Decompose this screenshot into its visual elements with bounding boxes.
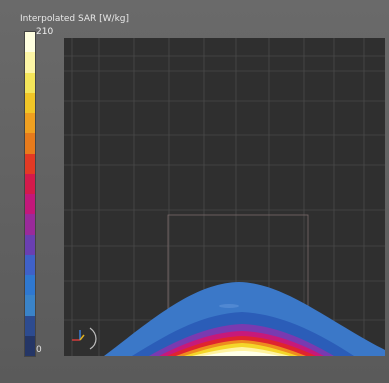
colorbar-step-7 (25, 173, 35, 194)
sar-field-plot (64, 38, 385, 356)
scale-min-label: 0 (36, 345, 42, 355)
colorbar-step-3 (25, 92, 35, 113)
colorbar-step-15 (25, 335, 35, 356)
sar-colorbar (24, 31, 36, 357)
colorbar-step-6 (25, 153, 35, 174)
colorbar-step-10 (25, 234, 35, 255)
colorbar-step-12 (25, 275, 35, 296)
legend-title: Interpolated SAR [W/kg] (20, 14, 130, 24)
scale-max-label: 210 (36, 27, 54, 37)
measurement-area-outline (167, 214, 309, 356)
colorbar-step-13 (25, 295, 35, 316)
sar-contours (104, 282, 385, 356)
colorbar-step-1 (25, 52, 35, 73)
colorbar-step-2 (25, 72, 35, 93)
sar-viewport[interactable] (64, 38, 385, 356)
colorbar-step-5 (25, 133, 35, 154)
colorbar-step-14 (25, 315, 35, 336)
colorbar-step-4 (25, 113, 35, 134)
colorbar-step-8 (25, 194, 35, 215)
colorbar-step-0 (25, 32, 35, 53)
colorbar-step-11 (25, 254, 35, 275)
colorbar-step-9 (25, 214, 35, 235)
axes-triad-icon[interactable] (70, 322, 100, 350)
